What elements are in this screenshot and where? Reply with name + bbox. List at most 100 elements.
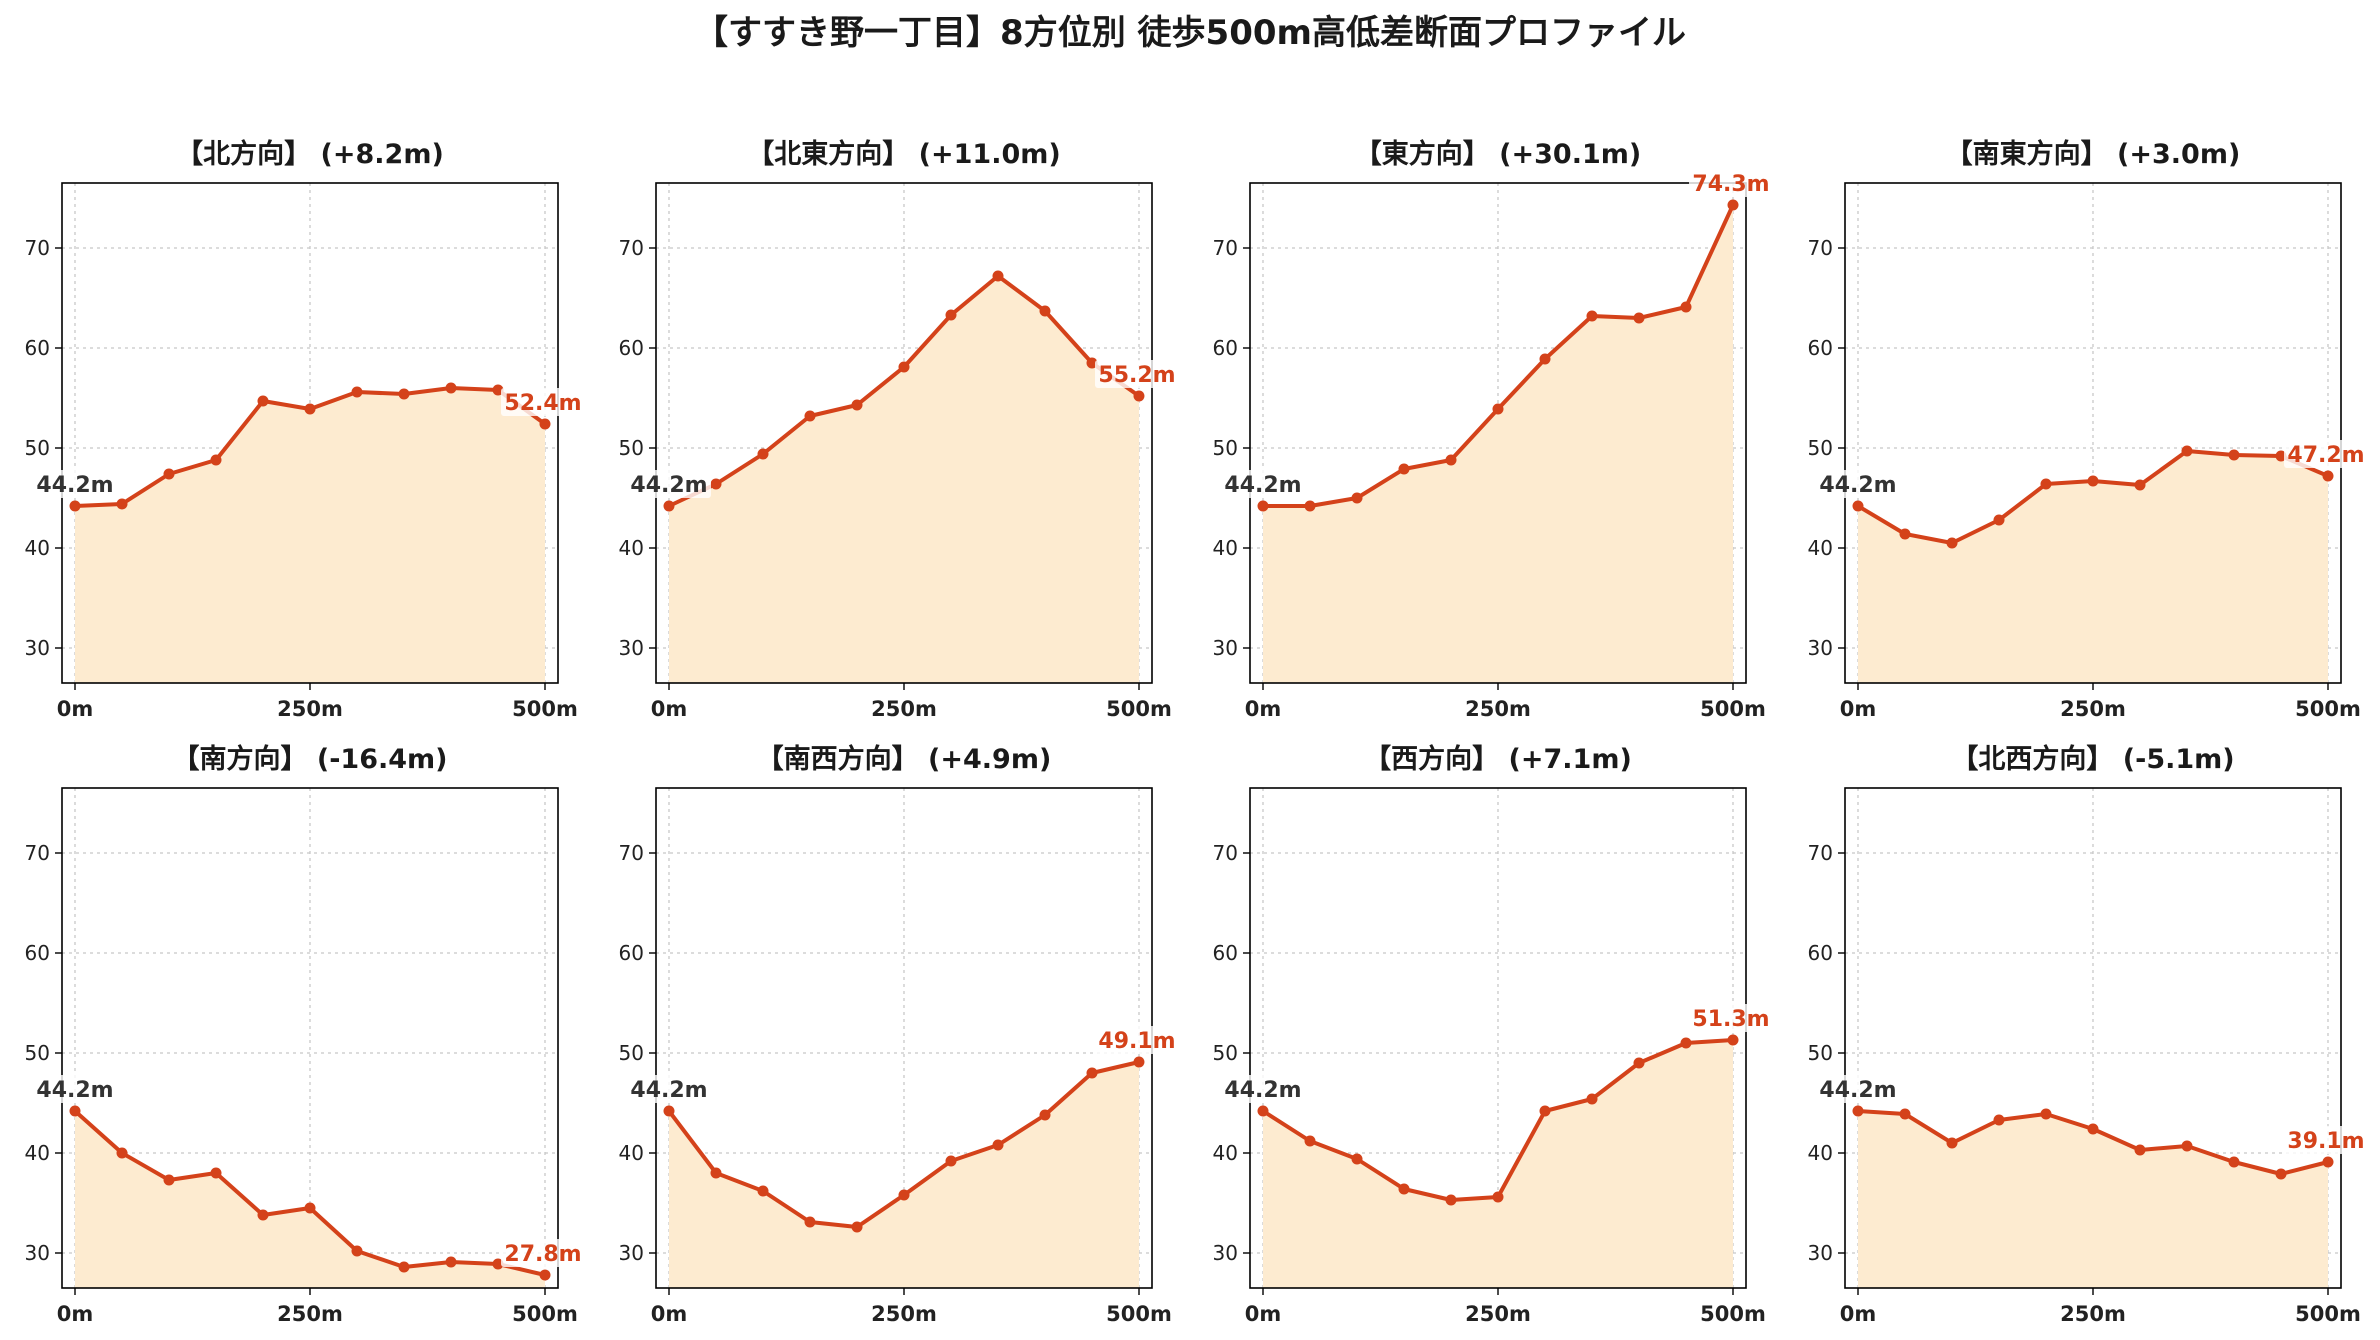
data-point (1633, 1057, 1645, 1069)
data-point (1899, 1108, 1911, 1120)
end-label-bg (501, 1239, 585, 1267)
data-point (398, 1261, 410, 1273)
data-point (710, 1167, 722, 1179)
elevation-area (1858, 451, 2328, 683)
y-tick-label: 50 (1213, 1041, 1238, 1065)
data-point (210, 1167, 222, 1179)
data-point (1586, 310, 1598, 322)
end-label-bg (1689, 169, 1773, 197)
data-point (445, 382, 457, 394)
chart-panel-5: 【南方向】 (-16.4m) 30 40 50 60 70 0m 250m 500m 44.2m 2… (25, 743, 585, 1326)
elevation-area (1263, 205, 1733, 683)
start-elevation-label: 44.2m (1224, 1078, 1301, 1103)
start-label-bg (627, 470, 711, 498)
data-point (898, 361, 910, 373)
data-point (2322, 1156, 2334, 1168)
panel-title: 【南方向】 (-16.4m) (172, 743, 447, 775)
data-point (2040, 1108, 2052, 1120)
data-point (69, 1105, 81, 1117)
data-point (304, 1202, 316, 1214)
end-label-bg (2284, 440, 2368, 468)
data-point (2181, 1140, 2193, 1152)
y-tick-label: 50 (1808, 1041, 1833, 1065)
data-point (1398, 1183, 1410, 1195)
data-point (663, 500, 675, 512)
x-tick-label: 500m (2295, 1302, 2361, 1326)
end-label-bg (1095, 1026, 1179, 1054)
data-point (1492, 1191, 1504, 1203)
y-tick-label: 40 (25, 536, 50, 560)
x-tick-label: 0m (651, 1302, 688, 1326)
x-tick-label: 250m (277, 697, 343, 721)
end-elevation-label: 47.2m (2287, 443, 2364, 468)
end-elevation-label: 51.3m (1692, 1007, 1769, 1032)
data-point (1445, 454, 1457, 466)
data-point (945, 309, 957, 321)
elevation-area (75, 1111, 545, 1288)
chart-panel-7: 【西方向】 (+7.1m) 30 40 50 60 70 0m 250m 500m 44.2m 51… (1213, 743, 1773, 1326)
elevation-area (669, 276, 1139, 683)
data-point (492, 384, 504, 396)
elevation-area (1858, 1111, 2328, 1288)
data-point (257, 395, 269, 407)
start-elevation-label: 44.2m (1819, 1078, 1896, 1103)
y-tick-label: 40 (619, 1141, 644, 1165)
y-tick-label: 30 (1808, 636, 1833, 660)
data-point (1946, 537, 1958, 549)
data-point (210, 454, 222, 466)
data-point (539, 418, 551, 430)
x-tick-label: 500m (2295, 697, 2361, 721)
y-tick-label: 60 (619, 941, 644, 965)
x-tick-label: 500m (512, 697, 578, 721)
data-point (2040, 478, 2052, 490)
y-tick-label: 30 (25, 1241, 50, 1265)
y-tick-label: 30 (1213, 1241, 1238, 1265)
data-point (69, 500, 81, 512)
end-label-bg (2284, 1126, 2368, 1154)
data-point (257, 1209, 269, 1221)
x-tick-label: 250m (871, 697, 937, 721)
y-tick-label: 30 (25, 636, 50, 660)
x-tick-label: 250m (871, 1302, 937, 1326)
y-tick-label: 70 (619, 236, 644, 260)
data-point (1086, 357, 1098, 369)
x-tick-label: 250m (2060, 1302, 2126, 1326)
y-tick-label: 70 (1213, 841, 1238, 865)
x-tick-label: 500m (1700, 697, 1766, 721)
data-point (1133, 1056, 1145, 1068)
y-tick-label: 60 (25, 941, 50, 965)
data-point (1727, 199, 1739, 211)
x-tick-label: 0m (57, 697, 94, 721)
x-tick-label: 0m (1245, 697, 1282, 721)
data-point (710, 478, 722, 490)
y-tick-label: 50 (619, 436, 644, 460)
data-point (1539, 1105, 1551, 1117)
y-tick-label: 70 (1808, 841, 1833, 865)
data-point (1899, 528, 1911, 540)
data-point (1039, 305, 1051, 317)
end-elevation-label: 55.2m (1098, 363, 1175, 388)
data-point (1445, 1194, 1457, 1206)
data-point (1257, 1105, 1269, 1117)
y-tick-label: 60 (1808, 941, 1833, 965)
data-point (851, 399, 863, 411)
y-tick-label: 50 (25, 436, 50, 460)
y-tick-label: 40 (1213, 536, 1238, 560)
chart-panel-6: 【南西方向】 (+4.9m) 30 40 50 60 70 0m 250m 500m 44.2m 4… (619, 743, 1179, 1326)
x-tick-label: 250m (277, 1302, 343, 1326)
panel-title: 【北東方向】 (+11.0m) (747, 138, 1060, 170)
x-tick-label: 250m (1465, 1302, 1531, 1326)
data-point (1633, 312, 1645, 324)
end-elevation-label: 49.1m (1098, 1029, 1175, 1054)
data-point (304, 403, 316, 415)
x-tick-label: 250m (2060, 697, 2126, 721)
y-tick-label: 40 (1808, 1141, 1833, 1165)
start-label-bg (33, 470, 117, 498)
start-label-bg (1816, 470, 1900, 498)
elevation-area (669, 1062, 1139, 1288)
chart-panel-2: 【北東方向】 (+11.0m) 30 40 50 60 70 0m 250m 500m 44.2m… (619, 138, 1179, 721)
data-point (1304, 1135, 1316, 1147)
y-tick-label: 70 (1808, 236, 1833, 260)
x-tick-label: 500m (1106, 1302, 1172, 1326)
